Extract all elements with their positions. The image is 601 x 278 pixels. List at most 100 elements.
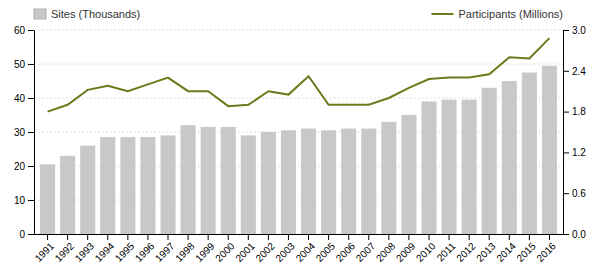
tick-mark — [248, 234, 249, 240]
tick-mark — [28, 64, 34, 65]
tick-mark — [47, 234, 48, 240]
tick-mark — [288, 234, 289, 240]
grid-line — [34, 30, 563, 31]
tick-mark — [388, 234, 389, 240]
tick-label: 1996 — [133, 240, 157, 264]
tick: 1996 — [133, 234, 157, 264]
bar — [421, 101, 436, 234]
tick-label: 50 — [14, 59, 26, 70]
tick: 2010 — [414, 234, 438, 264]
tick-label: 2004 — [294, 240, 318, 264]
tick: 1995 — [113, 234, 137, 264]
tick: 2002 — [253, 234, 277, 264]
tick-label: 40 — [14, 93, 26, 104]
bar — [522, 73, 537, 235]
grid — [34, 30, 563, 234]
bar — [462, 100, 477, 234]
tick-label: 2012 — [454, 240, 478, 264]
tick-label: 2006 — [334, 240, 358, 264]
legend-label: Participants (Millions) — [458, 8, 563, 20]
bar — [80, 146, 95, 234]
tick-mark — [147, 234, 148, 240]
bar — [381, 122, 396, 234]
bar — [100, 137, 115, 234]
tick: 1993 — [73, 234, 97, 264]
tick: 50 — [14, 59, 34, 70]
tick-mark — [328, 234, 329, 240]
tick-label: 0.6 — [572, 188, 586, 199]
tick: 2012 — [454, 234, 478, 264]
tick: 1.8 — [563, 106, 586, 117]
tick-label: 30 — [14, 127, 26, 138]
tick-mark — [28, 30, 34, 31]
axis-line — [34, 31, 35, 235]
tick: 2015 — [514, 234, 538, 264]
tick-label: 2014 — [494, 240, 518, 264]
tick-mark — [308, 234, 309, 240]
tick: 30 — [14, 127, 34, 138]
tick: 1.2 — [563, 147, 586, 158]
tick: 1997 — [153, 234, 177, 264]
tick: 2014 — [494, 234, 518, 264]
tick-label: 2008 — [374, 240, 398, 264]
grid-line — [34, 64, 563, 65]
tick: 10 — [14, 195, 34, 206]
legend-swatch — [431, 13, 453, 15]
tick: 2007 — [354, 234, 378, 264]
marks — [40, 38, 557, 234]
tick-label: 2011 — [435, 240, 458, 263]
tick-mark — [489, 234, 490, 240]
tick: 2000 — [213, 234, 237, 264]
tick: 2011 — [435, 234, 458, 263]
legend-item: Participants (Millions) — [431, 8, 563, 20]
plot: 1991199219931994199519961997199819992000… — [14, 25, 586, 264]
bar — [140, 137, 155, 234]
tick: 1994 — [93, 234, 117, 264]
legend: Sites (Thousands) Participants (Millions) — [34, 8, 563, 20]
legend-label: Sites (Thousands) — [51, 8, 140, 20]
tick-label: 2015 — [514, 240, 538, 264]
tick-mark — [469, 234, 470, 240]
tick-label: 2013 — [474, 240, 498, 264]
axis-line — [35, 234, 564, 235]
tick-label: 1999 — [193, 240, 217, 264]
bar — [502, 81, 517, 234]
bar — [120, 137, 135, 234]
tick-mark — [168, 234, 169, 240]
tick-label: 2001 — [233, 240, 257, 264]
tick-label: 1991 — [33, 240, 57, 264]
tick-label: 1998 — [173, 240, 197, 264]
tick-mark — [529, 234, 530, 240]
tick: 3.0 — [563, 25, 586, 36]
tick: 1998 — [173, 234, 197, 264]
tick-mark — [67, 234, 68, 240]
tick: 60 — [14, 25, 34, 36]
tick-mark — [28, 200, 34, 201]
tick: 2005 — [314, 234, 338, 264]
tick: 20 — [14, 161, 34, 172]
tick-mark — [449, 234, 450, 240]
bar — [241, 135, 256, 234]
y-axis: 0102030405060 — [14, 25, 35, 240]
chart: 1991199219931994199519961997199819992000… — [0, 0, 601, 278]
tick: 2003 — [273, 234, 297, 264]
bar — [281, 130, 296, 234]
tick-label: 2010 — [414, 240, 438, 264]
tick: 1999 — [193, 234, 217, 264]
tick-mark — [368, 234, 369, 240]
tick-mark — [228, 234, 229, 240]
bar — [401, 115, 416, 234]
tick-mark — [188, 234, 189, 240]
tick: 2.4 — [563, 66, 586, 77]
tick-mark — [563, 112, 569, 113]
tick-label: 1992 — [53, 240, 77, 264]
tick: 2008 — [374, 234, 398, 264]
tick-label: 1.8 — [572, 106, 586, 117]
tick: 0.6 — [563, 188, 586, 199]
bar — [442, 100, 457, 234]
tick-label: 2005 — [314, 240, 338, 264]
tick-label: 10 — [14, 195, 26, 206]
tick-mark — [509, 234, 510, 240]
line — [48, 38, 550, 111]
tick-label: 2007 — [354, 240, 378, 264]
